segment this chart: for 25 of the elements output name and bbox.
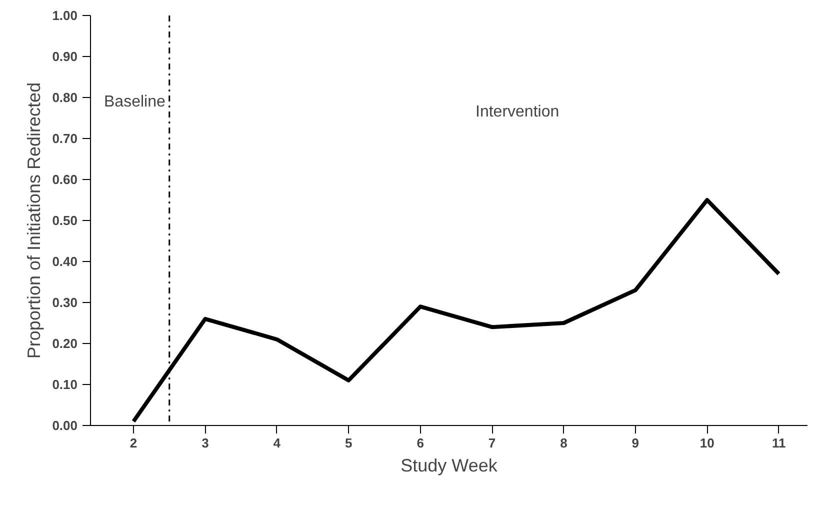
y-tick-label: 0.20 (52, 336, 78, 351)
x-tick-label: 4 (273, 436, 282, 450)
y-tick-label: 0.60 (52, 172, 78, 187)
y-tick-label: 0.50 (52, 213, 78, 228)
x-tick-label: 2 (130, 436, 138, 450)
y-tick-label: 0.30 (52, 295, 78, 310)
x-tick-label: 11 (772, 436, 786, 450)
annotation: Intervention (476, 104, 560, 120)
y-axis-title: Proportion of Initiations Redirected (24, 82, 44, 359)
y-tick-label: 0.10 (52, 377, 78, 392)
x-tick-label: 6 (416, 436, 424, 450)
x-tick-label: 10 (700, 436, 714, 450)
y-tick-label: 0.80 (52, 90, 78, 105)
x-tick-label: 8 (560, 436, 568, 450)
x-tick-label: 7 (488, 436, 496, 450)
x-tick-label: 9 (632, 436, 640, 450)
ref-line-label: Baseline (104, 94, 166, 110)
y-tick-label: 1.00 (52, 8, 78, 23)
y-tick-label: 0.40 (52, 254, 78, 269)
y-tick-label: 0.00 (52, 418, 78, 433)
x-axis-title: Study Week (400, 456, 498, 476)
x-tick-label: 5 (345, 436, 352, 450)
y-tick-label: 0.90 (52, 49, 78, 64)
x-tick-label: 3 (202, 436, 209, 450)
y-tick-label: 0.70 (52, 131, 78, 146)
